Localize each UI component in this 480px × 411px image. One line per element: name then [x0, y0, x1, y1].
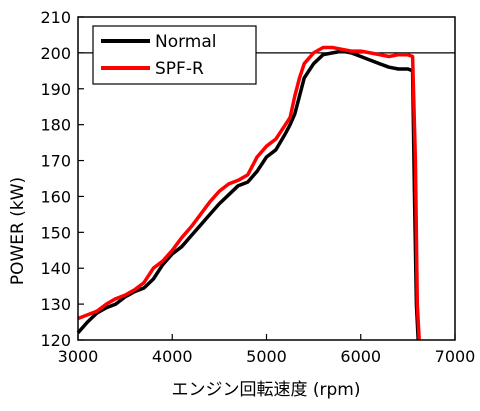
y-tick-label-200: 200	[40, 44, 71, 63]
x-tick-label-3000: 3000	[58, 347, 99, 366]
y-tick-label-190: 190	[40, 80, 71, 99]
axes-layer: 3000 4000 5000 6000 7000 120 130 140 150 160 170 18…	[40, 8, 475, 366]
legend: Normal SPF-R	[92, 25, 257, 85]
y-tick-label-160: 160	[40, 187, 71, 206]
series-layer	[76, 45, 421, 341]
legend-label-normal: Normal	[155, 32, 217, 52]
y-axis-title: POWER (kW)	[8, 177, 28, 285]
y-tick-label-150: 150	[40, 223, 71, 242]
x-tick-label-4000: 4000	[152, 347, 193, 366]
legend-label-spf-r: SPF-R	[155, 59, 204, 79]
y-tick-label-180: 180	[40, 116, 71, 135]
series-line-normal	[76, 49, 420, 341]
series-line-spf-r	[77, 45, 421, 341]
x-tick-label-6000: 6000	[340, 347, 381, 366]
y-tick-label-170: 170	[40, 152, 71, 171]
x-axis-title: エンジン回転速度 (rpm)	[171, 380, 360, 400]
y-tick-label-120: 120	[40, 331, 71, 350]
legend-box	[92, 25, 257, 85]
y-tick-label-210: 210	[40, 8, 71, 27]
x-tick-label-5000: 5000	[246, 347, 287, 366]
y-tick-label-140: 140	[40, 259, 71, 278]
x-tick-label-7000: 7000	[435, 347, 476, 366]
y-tick-label-130: 130	[40, 295, 71, 314]
